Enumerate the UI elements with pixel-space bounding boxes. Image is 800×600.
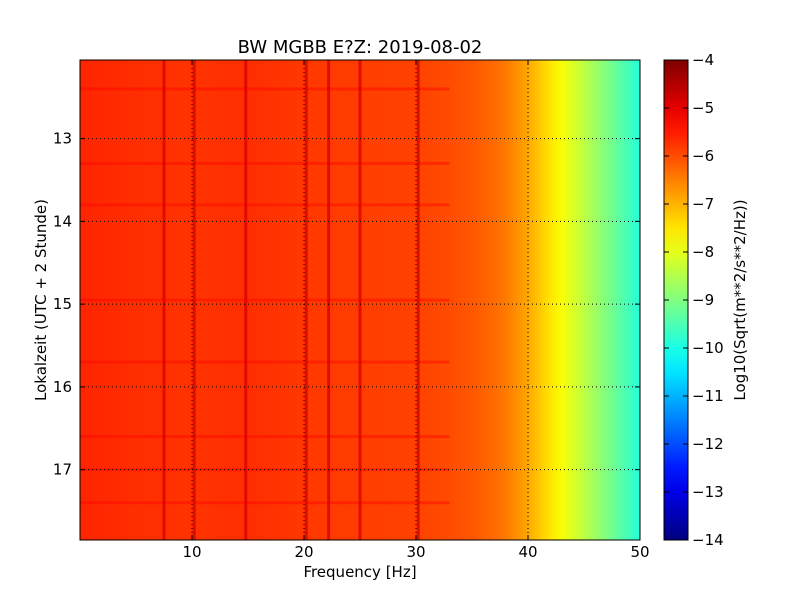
colorbar-tick-label: −4 xyxy=(692,51,714,69)
spectral-line xyxy=(358,60,362,540)
colorbar: −4 −5 −6 −7 −8 −9 −10 −11 −12 −13 −14 Log10(Sqrt(m… xyxy=(663,51,749,549)
colorbar-tick-label: −13 xyxy=(692,483,724,501)
spectral-line xyxy=(192,60,196,540)
spectral-line xyxy=(304,60,308,540)
colorbar-tick-label: −7 xyxy=(692,195,714,213)
spectral-line xyxy=(162,60,166,540)
colorbar-tick-label: −11 xyxy=(692,387,724,405)
spectral-lines xyxy=(162,60,420,540)
colorbar-label: Log10(Sqrt(m**2/s**2/Hz)) xyxy=(731,199,749,400)
colorbar-tick-label: −6 xyxy=(692,147,714,165)
y-axis: 13 14 15 16 17 xyxy=(53,130,640,479)
colorbar-tick-label: −12 xyxy=(692,435,724,453)
colorbar-tick-label: −8 xyxy=(692,243,714,261)
time-band xyxy=(80,203,450,207)
plot-area xyxy=(79,59,641,541)
y-tick-label: 15 xyxy=(53,295,72,313)
x-tick-label: 50 xyxy=(630,543,649,561)
time-band xyxy=(80,435,450,439)
y-tick-label: 13 xyxy=(53,130,72,148)
time-band xyxy=(80,501,450,505)
x-tick-label: 20 xyxy=(294,543,313,561)
time-band xyxy=(80,161,450,165)
time-band xyxy=(80,87,450,91)
spectral-line xyxy=(416,60,420,540)
y-tick-label: 14 xyxy=(53,212,72,230)
time-band xyxy=(80,298,450,302)
x-axis-label: Frequency [Hz] xyxy=(303,563,416,581)
grid-lines xyxy=(80,60,640,540)
time-band xyxy=(80,360,450,364)
x-tick-label: 10 xyxy=(182,543,201,561)
colorbar-tick-label: −10 xyxy=(692,339,724,357)
y-tick-label: 16 xyxy=(53,378,72,396)
x-tick-label: 30 xyxy=(406,543,425,561)
spectral-line xyxy=(244,60,248,540)
y-tick-label: 17 xyxy=(53,461,72,479)
colorbar-tick-label: −9 xyxy=(692,291,714,309)
spectral-line xyxy=(327,60,331,540)
y-axis-label: Lokalzeit (UTC + 2 Stunde) xyxy=(32,199,50,401)
x-axis: 10 20 30 40 50 xyxy=(182,60,650,561)
chart-title: BW MGBB E?Z: 2019-08-02 xyxy=(238,37,483,58)
colorbar-ticks: −4 −5 −6 −7 −8 −9 −10 −11 −12 −13 −14 xyxy=(664,51,724,549)
x-tick-label: 40 xyxy=(518,543,537,561)
colorbar-tick-label: −14 xyxy=(692,531,724,549)
colorbar-tick-label: −5 xyxy=(692,99,714,117)
plot-frame xyxy=(79,59,641,541)
